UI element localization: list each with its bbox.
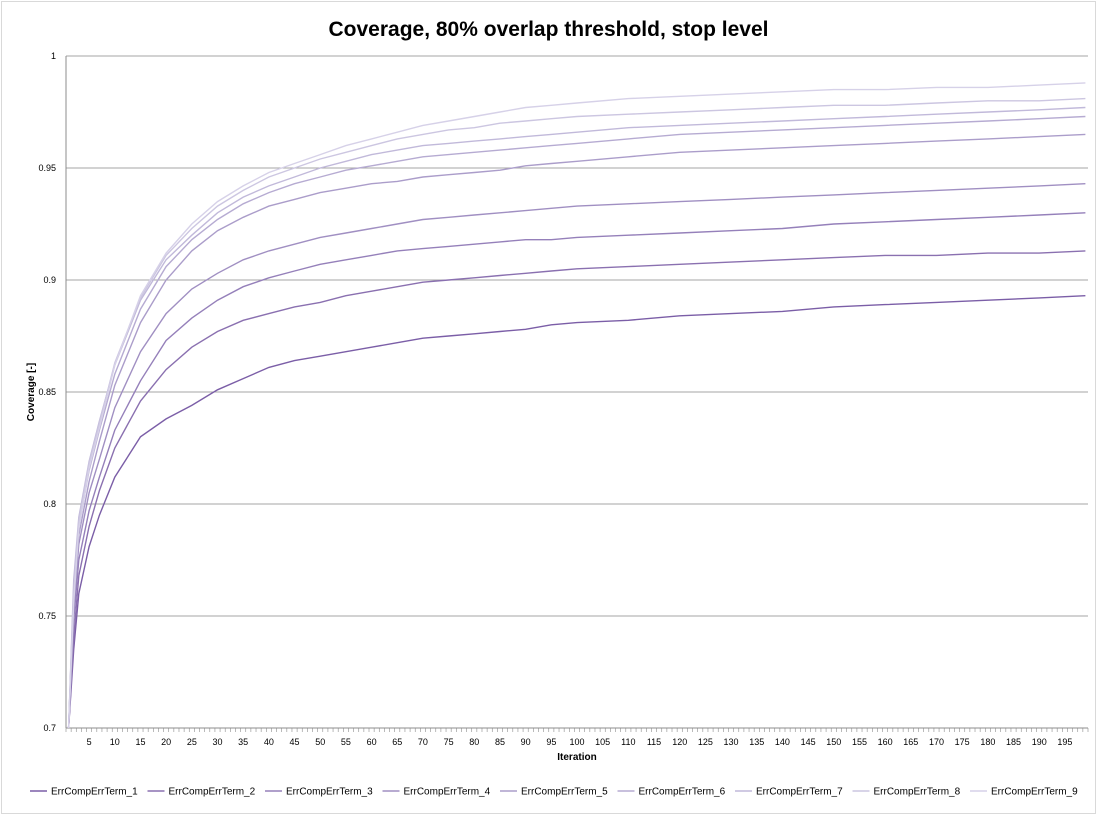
series-line xyxy=(67,183,1086,728)
y-tick-label: 0.8 xyxy=(43,499,56,509)
x-tick-label: 180 xyxy=(980,737,995,747)
x-tick-label: 25 xyxy=(187,737,197,747)
legend-label: ErrCompErrTerm_2 xyxy=(169,787,256,798)
x-tick-label: 145 xyxy=(801,737,816,747)
y-tick-label: 0.9 xyxy=(43,275,56,285)
x-tick-label: 175 xyxy=(955,737,970,747)
y-axis-title: Coverage [-] xyxy=(26,363,37,421)
x-tick-label: 160 xyxy=(878,737,893,747)
x-tick-label: 90 xyxy=(521,737,531,747)
legend-label: ErrCompErrTerm_9 xyxy=(991,787,1078,798)
series-line xyxy=(67,97,1086,728)
x-tick-label: 120 xyxy=(672,737,687,747)
y-tick-label: 0.85 xyxy=(38,387,56,397)
legend-label: ErrCompErrTerm_6 xyxy=(639,787,726,798)
x-tick-label: 30 xyxy=(212,737,222,747)
x-tick-label: 35 xyxy=(238,737,248,747)
legend-label: ErrCompErrTerm_7 xyxy=(756,787,843,798)
x-tick-label: 170 xyxy=(929,737,944,747)
x-tick-label: 45 xyxy=(290,737,300,747)
x-tick-label: 70 xyxy=(418,737,428,747)
y-tick-label: 0.75 xyxy=(38,611,56,621)
x-tick-label: 165 xyxy=(903,737,918,747)
x-tick-label: 20 xyxy=(161,737,171,747)
legend-label: ErrCompErrTerm_1 xyxy=(51,787,138,798)
x-tick-label: 75 xyxy=(444,737,454,747)
legend-label: ErrCompErrTerm_3 xyxy=(286,787,373,798)
x-tick-label: 40 xyxy=(264,737,274,747)
x-tick-label: 65 xyxy=(392,737,402,747)
x-tick-label: 50 xyxy=(315,737,325,747)
y-tick-label: 1 xyxy=(51,51,56,61)
series-line xyxy=(67,250,1086,728)
series-line xyxy=(67,82,1086,728)
series-line xyxy=(67,212,1086,728)
x-tick-label: 55 xyxy=(341,737,351,747)
x-tick-label: 195 xyxy=(1057,737,1072,747)
legend-label: ErrCompErrTerm_8 xyxy=(874,787,961,798)
x-tick-label: 185 xyxy=(1006,737,1021,747)
series-line xyxy=(67,115,1086,728)
legend: ErrCompErrTerm_1 ErrCompErrTerm_2 ErrCompE… xyxy=(30,787,1078,798)
x-tick-label: 130 xyxy=(724,737,739,747)
x-tick-label: 5 xyxy=(87,737,92,747)
x-tick-label: 110 xyxy=(621,737,635,747)
y-tick-label: 0.7 xyxy=(43,723,56,733)
x-tick-label: 125 xyxy=(698,737,713,747)
x-tick-label: 60 xyxy=(367,737,377,747)
series-line xyxy=(67,106,1086,728)
x-tick-label: 135 xyxy=(749,737,764,747)
x-tick-label: 95 xyxy=(546,737,556,747)
x-tick-label: 10 xyxy=(110,737,120,747)
series-line xyxy=(67,295,1086,728)
legend-label: ErrCompErrTerm_4 xyxy=(404,787,491,798)
x-tick-label: 155 xyxy=(852,737,867,747)
legend-label: ErrCompErrTerm_5 xyxy=(521,787,608,798)
x-tick-label: 85 xyxy=(495,737,505,747)
series-line xyxy=(67,133,1086,728)
x-tick-label: 140 xyxy=(775,737,790,747)
x-tick-label: 105 xyxy=(595,737,610,747)
x-tick-label: 115 xyxy=(647,737,661,747)
y-tick-label: 0.95 xyxy=(38,163,56,173)
x-axis-title: Iteration xyxy=(557,752,596,763)
x-tick-label: 80 xyxy=(469,737,479,747)
x-tick-label: 150 xyxy=(826,737,841,747)
chart-title: Coverage, 80% overlap threshold, stop le… xyxy=(328,18,769,41)
x-tick-label: 100 xyxy=(569,737,584,747)
x-tick-label: 15 xyxy=(135,737,145,747)
gridlines xyxy=(66,55,1088,617)
series-lines xyxy=(67,82,1086,728)
x-tick-label: 190 xyxy=(1032,737,1047,747)
